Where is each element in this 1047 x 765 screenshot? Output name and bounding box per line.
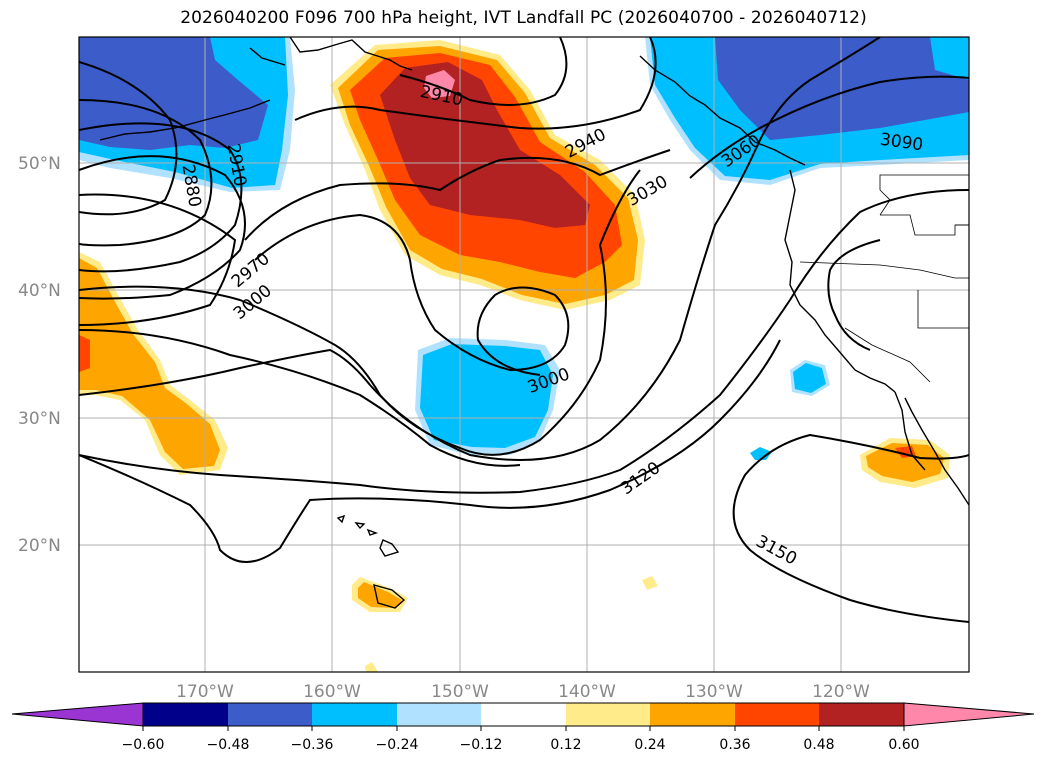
colorbar-bin [819,703,904,726]
colorbar-tick-label: 0.60 [888,737,919,753]
positive-anomaly-plume [330,40,645,310]
colorbar-tick-label: 0.12 [550,737,581,753]
negative-anomaly-northwest [79,37,295,192]
map-title: 2026040200 F096 700 hPa height, IVT Land… [180,8,867,28]
colorbar-tick-label: −0.36 [291,737,334,753]
lon-label: 120°W [812,682,870,702]
colorbar-tick-label: −0.48 [207,737,250,753]
colorbar-tick-label: 0.48 [803,737,834,753]
colorbar-bin [566,703,650,726]
negative-anomaly-northeast [645,37,969,185]
negative-anomaly-central [415,338,560,455]
colorbar-bin [228,703,312,726]
colorbar-bin [397,703,481,726]
positive-anomaly-southwest [79,252,228,475]
colorbar-bin [650,703,735,726]
lat-label: 30°N [18,409,61,429]
lat-label: 20°N [18,536,61,556]
lat-label: 40°N [18,281,61,301]
colorbar-bin [143,703,228,726]
colorbar-over-arrow [903,702,1035,727]
colorbar-bin [312,703,397,726]
coastlines [99,37,969,609]
colorbar-tick-label: −0.60 [122,737,165,753]
grid-lines [79,37,969,672]
lon-label: 140°W [558,682,616,702]
map-frame [78,36,970,673]
height-contours [79,37,969,623]
colorbar-bin [481,703,566,726]
lon-label: 160°W [303,682,361,702]
latitude-labels: 50°N 40°N 30°N 20°N [18,154,61,556]
lon-label: 170°W [176,682,234,702]
lat-label: 50°N [18,154,61,174]
colorbar: −0.60 −0.48 −0.36 −0.24 −0.12 0.12 0.24 … [11,702,1035,753]
colorbar-under-arrow [11,702,144,727]
lon-label: 150°W [431,682,489,702]
colorbar-tick-label: 0.36 [719,737,750,753]
longitude-labels: 170°W 160°W 150°W 140°W 130°W 120°W [176,682,870,702]
colorbar-tick-label: −0.12 [460,737,503,753]
negative-anomaly-small [750,360,830,460]
colorbar-frame [142,702,905,727]
colorbar-tick-label: −0.24 [376,737,419,753]
political-borders [799,174,969,383]
positive-anomaly-hawaii [352,576,658,672]
colorbar-tick-label: 0.24 [634,737,665,753]
colorbar-bin [735,703,819,726]
lon-label: 130°W [685,682,743,702]
